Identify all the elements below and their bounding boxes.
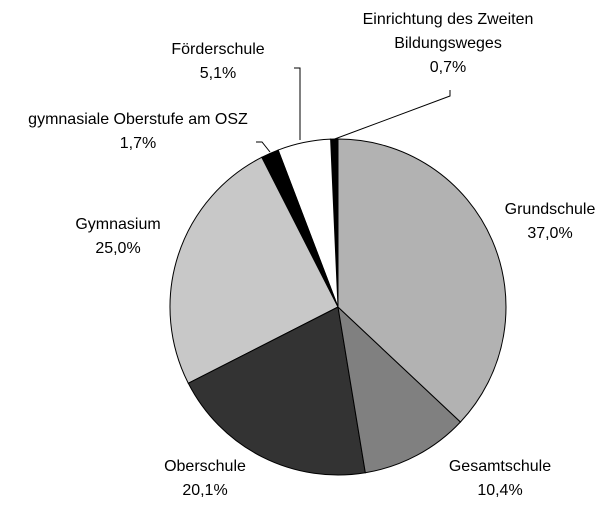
slice-label: gymnasiale Oberstufe am OSZ 1,7% — [8, 108, 268, 156]
category-name: Gymnasium — [75, 216, 161, 233]
value-label: 25,0% — [95, 240, 141, 257]
slice-label: Oberschule 20,1% — [145, 455, 265, 503]
category-name: Förderschule — [171, 41, 265, 58]
pie-slice — [337, 138, 507, 423]
slice-label: Einrichtung des Zweiten Bildungsweges 0,7… — [328, 8, 568, 80]
value-label: 10,4% — [477, 482, 523, 499]
leader-line — [294, 67, 301, 140]
category-name: Oberschule — [164, 458, 246, 475]
category-name: Grundschule — [504, 201, 596, 218]
slice-label: Förderschule 5,1% — [148, 38, 288, 86]
slice-label: Gymnasium 25,0% — [58, 213, 178, 261]
value-label: 0,7% — [429, 59, 467, 76]
leader-line — [331, 90, 451, 141]
category-name: Einrichtung des Zweiten Bildungsweges — [362, 11, 534, 52]
slice-label: Gesamtschule 10,4% — [430, 455, 570, 503]
value-label: 37,0% — [527, 225, 573, 242]
category-name: Gesamtschule — [448, 458, 552, 475]
slice-label: Grundschule 37,0% — [490, 198, 610, 246]
pie-slice — [187, 306, 366, 476]
value-label: 5,1% — [199, 65, 237, 82]
value-label: 20,1% — [182, 482, 228, 499]
pie-slice — [169, 156, 339, 384]
pie-slice — [337, 305, 462, 474]
value-label: 1,7% — [119, 135, 157, 152]
category-name: gymnasiale Oberstufe am OSZ — [28, 111, 248, 128]
leader-line — [256, 141, 271, 153]
